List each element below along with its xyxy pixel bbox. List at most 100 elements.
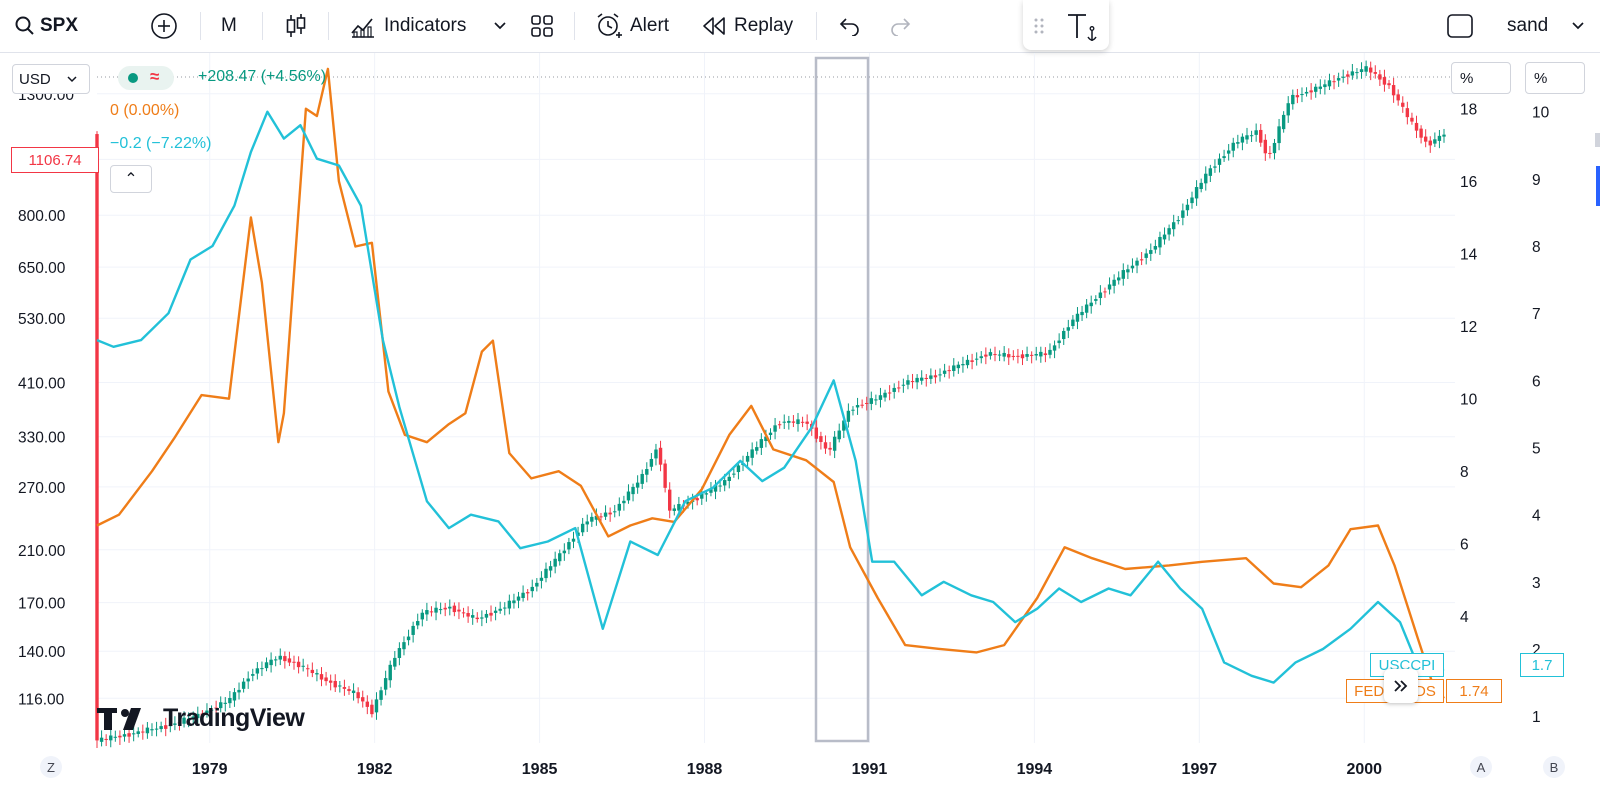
candle-body <box>1259 129 1263 143</box>
scroll-to-realtime-button[interactable] <box>1384 669 1418 703</box>
candle-body <box>887 392 892 394</box>
candle-body <box>567 542 571 550</box>
candle-body <box>1121 270 1125 279</box>
candle-body <box>173 723 177 725</box>
candle-body <box>1368 67 1373 73</box>
auto-scale-b-button[interactable]: B <box>1543 756 1565 778</box>
compare-symbol-button[interactable] <box>150 0 178 52</box>
auto-scale-z-button[interactable]: Z <box>40 756 62 778</box>
candle-body <box>1034 354 1038 356</box>
candle-body <box>631 486 635 495</box>
candle-body <box>1066 327 1071 331</box>
percent-label: % <box>1460 69 1474 87</box>
alert-button[interactable]: Alert <box>594 0 669 52</box>
anchored-text-icon[interactable] <box>1065 10 1099 44</box>
candle-body <box>1359 69 1364 73</box>
price-axis-label: 140.00 <box>18 644 66 661</box>
candle-body <box>200 713 205 716</box>
candle-body <box>1007 354 1011 358</box>
fedfunds-axis-label: 6 <box>1460 537 1469 554</box>
chart-area[interactable]: 1300.001000.00800.00650.00530.00410.0033… <box>0 53 1600 808</box>
candle-body <box>241 681 246 689</box>
candle-body <box>580 523 585 533</box>
candle-body <box>1002 352 1006 357</box>
legend-collapse-button[interactable]: ⌃ <box>110 165 152 193</box>
candle-body <box>1135 260 1139 266</box>
fedfunds-scale-unit[interactable]: % <box>1451 62 1511 94</box>
candle-body <box>800 421 805 423</box>
candle-body <box>993 354 997 356</box>
price-axis-label: 270.00 <box>18 480 66 497</box>
candle-body <box>228 697 232 704</box>
candle-body <box>104 738 108 740</box>
candle-body <box>1245 135 1249 140</box>
candle-body <box>273 659 278 661</box>
undo-button[interactable] <box>837 0 861 52</box>
candle-body <box>603 512 608 517</box>
usccpi-axis-label: 1 <box>1532 709 1541 726</box>
drag-handle-icon[interactable] <box>1033 16 1045 36</box>
chart-type-button[interactable] <box>284 0 308 52</box>
candle-body <box>1396 94 1400 101</box>
candle-body <box>1204 173 1208 184</box>
candle-body <box>131 733 136 735</box>
candle-body <box>154 728 159 730</box>
candle-body <box>1240 136 1245 143</box>
candle-body <box>1295 95 1300 98</box>
candle-body <box>548 566 553 571</box>
layout-name-button[interactable]: sand <box>1507 0 1548 52</box>
toolbar-separator <box>328 12 329 40</box>
candle-body <box>929 375 933 379</box>
candle-body <box>1139 259 1144 261</box>
chart-svg: 1300.001000.00800.00650.00530.00410.0033… <box>18 53 1550 778</box>
usccpi-scale-unit[interactable]: % <box>1525 62 1585 94</box>
alarm-clock-icon <box>597 13 622 38</box>
rewind-icon <box>703 17 725 35</box>
selection-rectangle[interactable] <box>814 56 870 743</box>
tradingview-logo: TradingView <box>97 704 305 733</box>
usccpi-value-tag: 1.7 <box>1520 653 1564 677</box>
candle-body <box>525 592 530 594</box>
auto-scale-a-button[interactable]: A <box>1470 756 1492 778</box>
active-panel-marker[interactable] <box>1596 166 1600 206</box>
candle-body <box>1052 345 1057 351</box>
usccpi-axis-label: 5 <box>1532 441 1541 458</box>
candle-body <box>159 726 163 730</box>
layout-button[interactable] <box>530 0 554 52</box>
candle-body <box>1268 152 1272 154</box>
time-axis-label: 1991 <box>852 761 888 778</box>
fullscreen-toggle-button[interactable] <box>1446 0 1474 52</box>
candle-body <box>1075 313 1080 322</box>
candle-body <box>874 399 878 401</box>
time-axis-label: 1979 <box>192 761 228 778</box>
candle-body <box>351 690 356 694</box>
fedfunds-line <box>96 67 1445 699</box>
price-axis-label: 116.00 <box>18 691 65 708</box>
interval-button[interactable]: M <box>221 0 237 52</box>
candle-body <box>1167 228 1171 235</box>
indicators-button[interactable]: Indicators <box>350 0 466 52</box>
replay-button[interactable]: Replay <box>702 0 793 52</box>
time-axis-label: 1988 <box>687 761 723 778</box>
candle-body <box>819 436 823 442</box>
currency-select[interactable]: USD <box>12 64 90 94</box>
candle-body <box>1089 302 1093 307</box>
candle-body <box>755 447 759 451</box>
layout-menu-button[interactable] <box>1571 0 1585 52</box>
market-status-badge[interactable]: ≈ <box>118 66 174 90</box>
candle-body <box>965 359 970 366</box>
candle-body <box>805 421 809 424</box>
candle-body <box>823 442 828 449</box>
candle-body <box>452 605 457 613</box>
candle-body <box>383 678 388 690</box>
symbol-search-button[interactable]: SPX <box>14 0 78 52</box>
candle-body <box>759 439 764 448</box>
redo-button[interactable] <box>889 0 913 52</box>
interval-label: M <box>221 15 237 36</box>
fedfunds-axis-label: 10 <box>1460 392 1478 409</box>
candle-body <box>732 473 736 475</box>
candle-body <box>668 489 672 511</box>
candle-body <box>1062 330 1066 340</box>
templates-dropdown-button[interactable] <box>493 0 507 52</box>
candle-body <box>585 521 589 525</box>
